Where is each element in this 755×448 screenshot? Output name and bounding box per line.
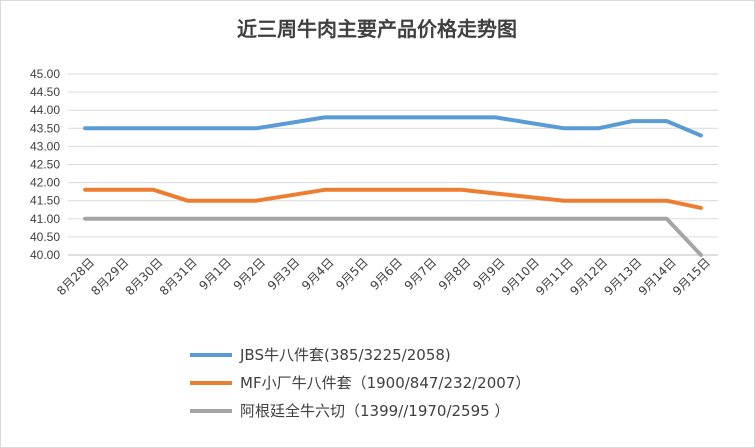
series-line-1 xyxy=(83,115,703,138)
y-tick-label: 41.50 xyxy=(30,194,60,208)
y-tick-label: 45.00 xyxy=(30,67,60,81)
y-tick-label: 40.00 xyxy=(30,248,60,262)
series-lines xyxy=(83,115,703,257)
y-tick-label: 44.50 xyxy=(30,85,60,99)
legend-label-2: MF小厂牛八件套（1900/847/232/2007） xyxy=(240,374,530,392)
legend-label-1: JBS牛八件套(385/3225/2058) xyxy=(239,346,451,364)
y-tick-label: 42.00 xyxy=(30,176,60,190)
y-tick-label: 43.00 xyxy=(30,139,60,153)
y-tick-label: 40.50 xyxy=(30,230,60,244)
grid xyxy=(68,73,718,256)
legend: JBS牛八件套(385/3225/2058) MF小厂牛八件套（1900/847/… xyxy=(190,346,530,420)
y-axis-ticks: 40.00 40.50 41.00 41.50 42.00 42.50 43.00 43.50… xyxy=(30,67,60,262)
series-line-2 xyxy=(83,187,703,210)
chart-title: 近三周牛肉主要产品价格走势图 xyxy=(237,17,517,41)
legend-label-3: 阿根廷全牛六切（1399//1970/2595 ） xyxy=(240,402,509,420)
y-tick-label: 41.00 xyxy=(30,212,60,226)
y-tick-label: 43.50 xyxy=(30,121,60,135)
y-tick-label: 42.50 xyxy=(30,158,60,172)
y-tick-label: 44.00 xyxy=(30,103,60,117)
series-line-3 xyxy=(83,216,703,257)
